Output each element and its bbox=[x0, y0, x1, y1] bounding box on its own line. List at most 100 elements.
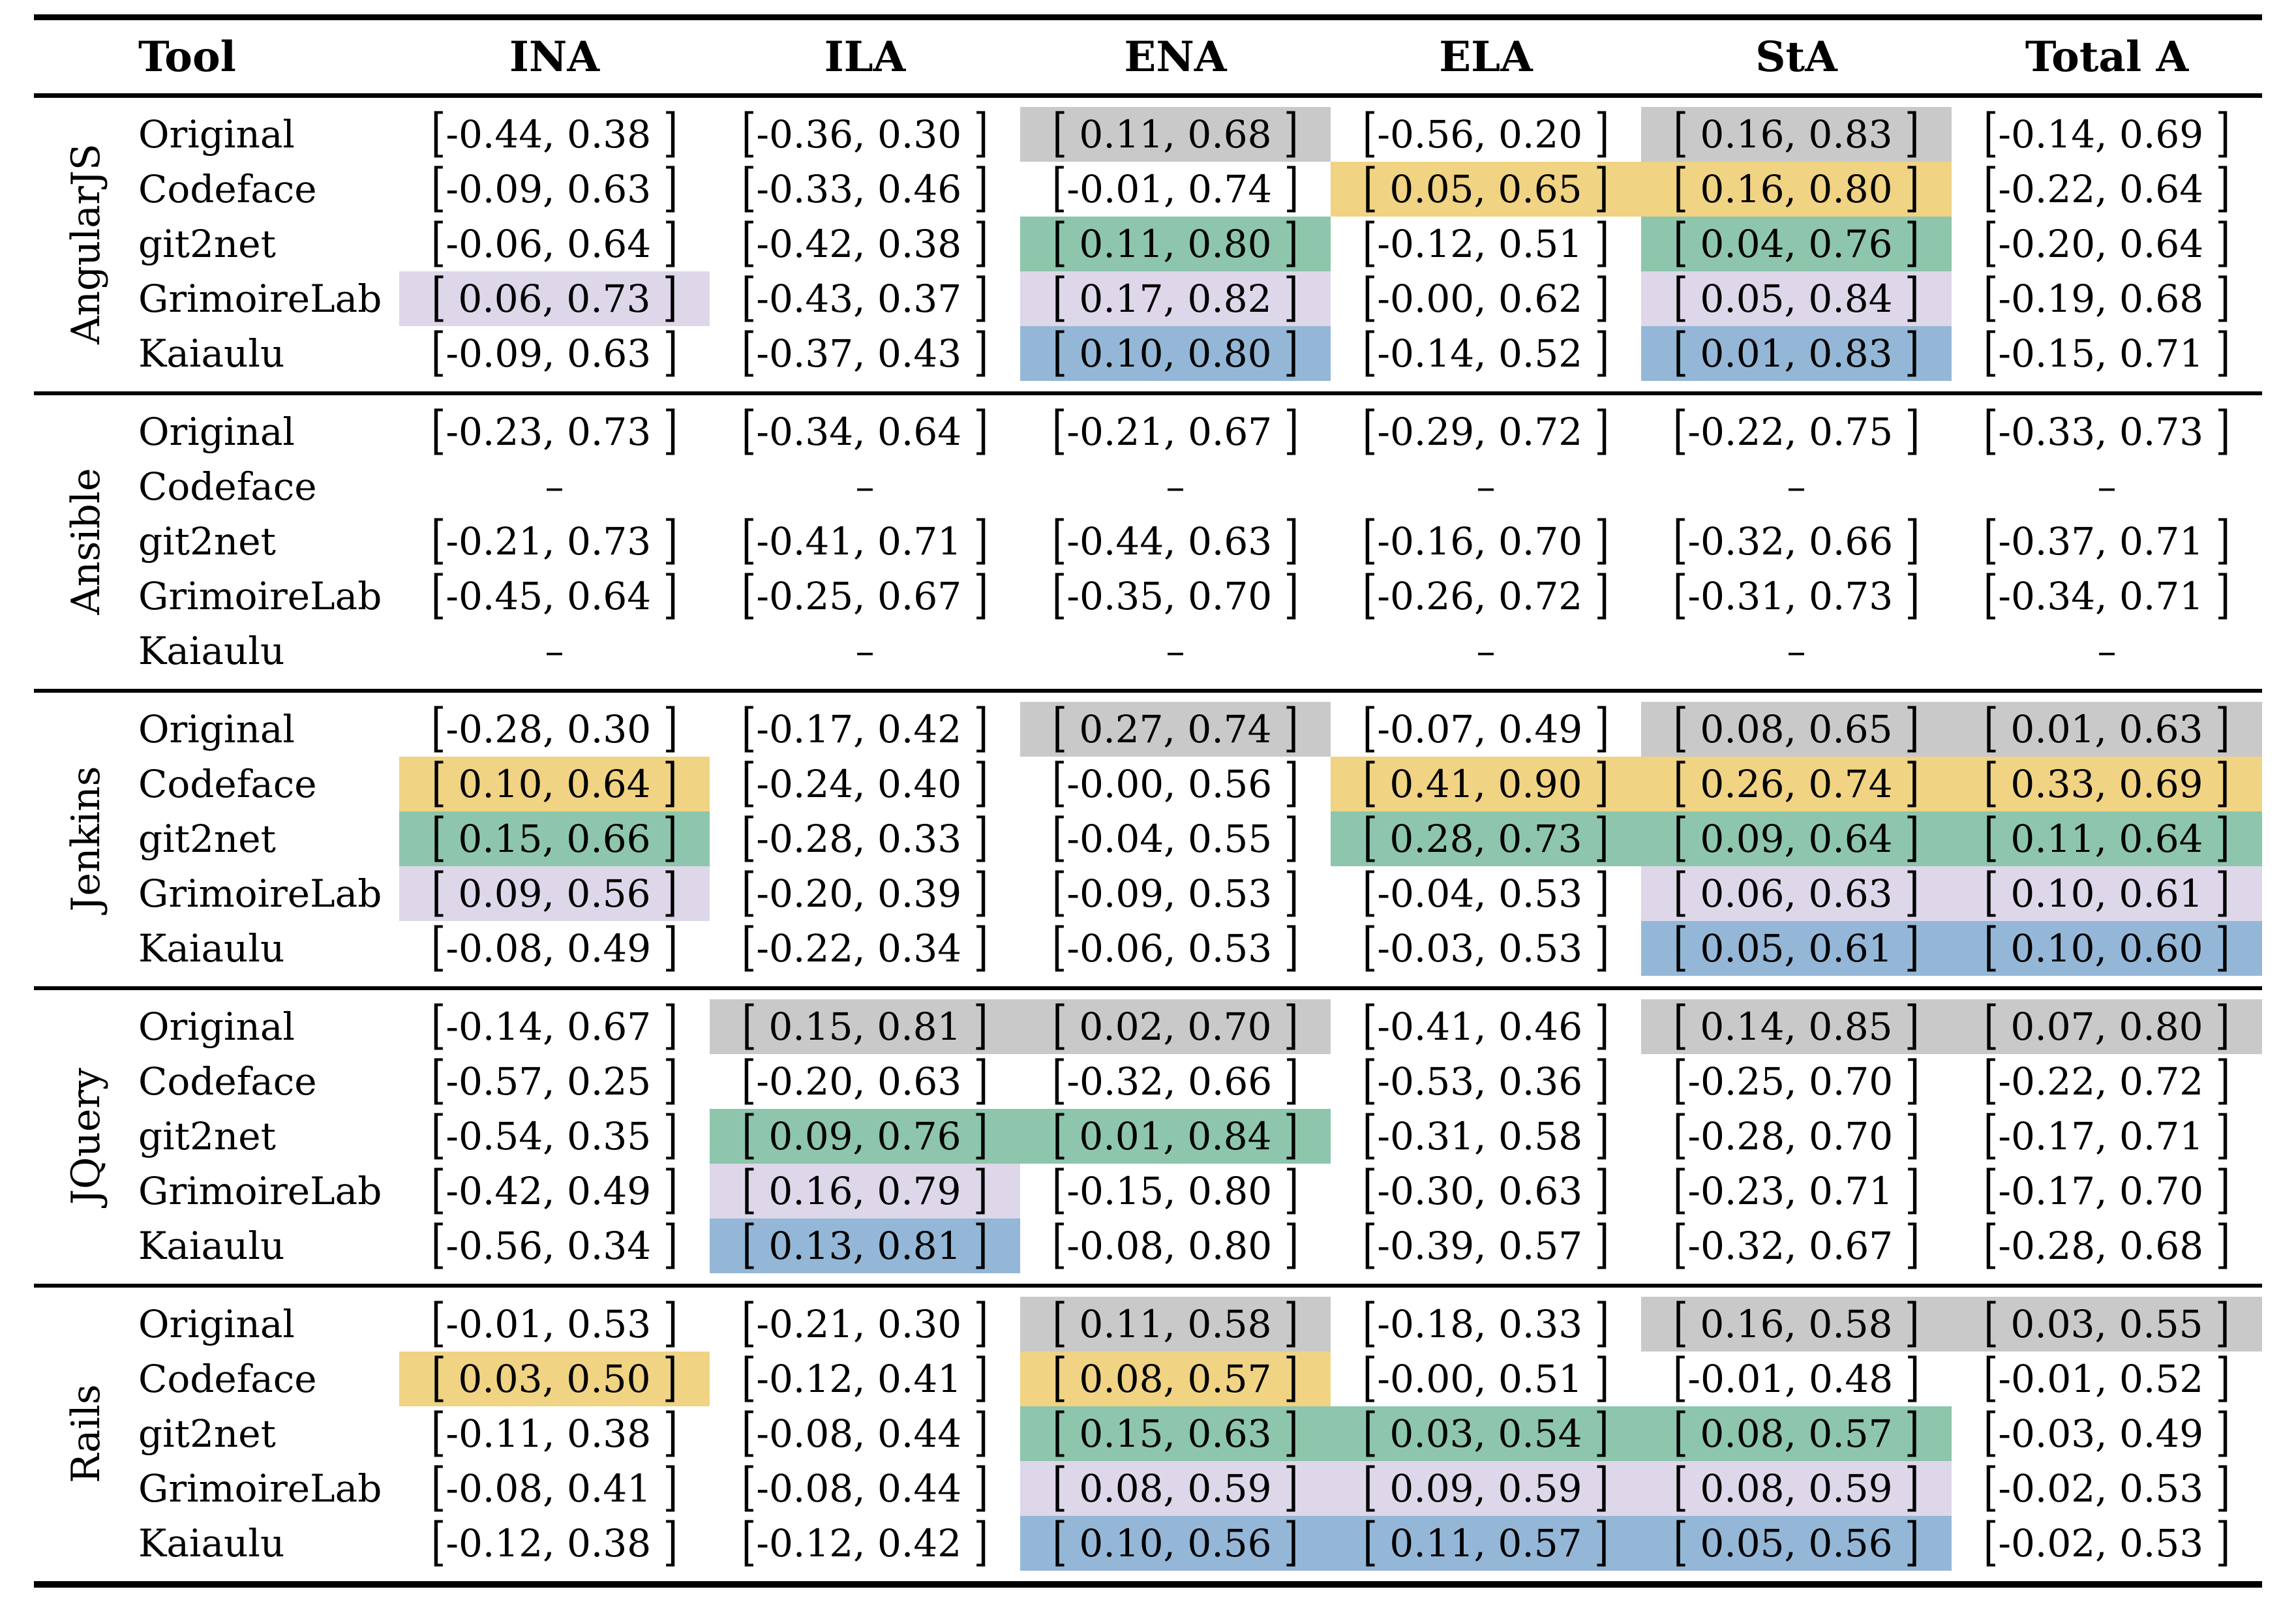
interval-cell: [ 0.15, 0.63 ] bbox=[1020, 1402, 1331, 1462]
table-row: git2net [ 0.15, 0.66 ] [-0.28, 0.33 ] [-0.0… bbox=[34, 807, 2262, 868]
right-bracket: ] bbox=[663, 806, 678, 868]
left-bracket: [ bbox=[741, 1401, 757, 1463]
left-bracket: [ bbox=[1983, 1401, 1999, 1463]
tool-name: Codeface bbox=[138, 1357, 317, 1401]
interval-cell: [ 0.10, 0.80 ] bbox=[1020, 322, 1331, 382]
left-bracket: [ bbox=[1052, 1401, 1067, 1463]
left-bracket: [ bbox=[1673, 266, 1688, 328]
left-bracket: [ bbox=[1363, 1511, 1378, 1573]
header-row: Tool INA ILA ENA ELA StA Total A bbox=[34, 20, 2262, 96]
interval-cell: [-0.34, 0.71 ] bbox=[1952, 564, 2262, 626]
interval-cell: [ 0.16, 0.79 ] bbox=[710, 1159, 1020, 1220]
interval-cell: [-0.12, 0.51 ] bbox=[1331, 212, 1641, 273]
left-bracket: [ bbox=[1673, 697, 1688, 759]
right-bracket: ] bbox=[2215, 1511, 2231, 1573]
interval-cell: – bbox=[545, 629, 564, 673]
left-bracket: [ bbox=[1052, 697, 1067, 759]
interval-cell: [-0.06, 0.53 ] bbox=[1020, 916, 1331, 978]
interval-cell: [-0.18, 0.33 ] bbox=[1331, 1292, 1641, 1353]
right-bracket: ] bbox=[1594, 1401, 1609, 1463]
right-bracket: ] bbox=[1905, 1213, 1920, 1275]
tool-name: GrimoireLab bbox=[138, 277, 382, 321]
interval-cell: [-0.00, 0.56 ] bbox=[1020, 752, 1331, 813]
interval-cell: [-0.01, 0.53 ] bbox=[399, 1292, 710, 1353]
table-row: GrimoireLab[ 0.09, 0.56 ] [-0.20, 0.39 ][… bbox=[34, 862, 2262, 923]
tool-name: git2net bbox=[138, 519, 276, 564]
right-bracket: ] bbox=[973, 1292, 989, 1353]
right-bracket: ] bbox=[1905, 1104, 1920, 1166]
right-bracket: ] bbox=[663, 399, 678, 461]
right-bracket: ] bbox=[1284, 751, 1299, 813]
left-bracket: [ bbox=[431, 861, 446, 923]
right-bracket: ] bbox=[1284, 1346, 1299, 1408]
right-bracket: ] bbox=[973, 916, 989, 978]
left-bracket: [ bbox=[1362, 266, 1378, 328]
left-bracket: [ bbox=[1052, 266, 1067, 328]
interval-cell: [ 0.06, 0.63 ] bbox=[1641, 862, 1952, 922]
left-bracket: [ bbox=[1984, 1292, 1999, 1353]
interval-cell: [-0.03, 0.53 ] bbox=[1331, 916, 1641, 978]
tool-name: Original bbox=[138, 707, 295, 751]
right-bracket: ] bbox=[2215, 157, 2231, 219]
left-bracket: [ bbox=[1362, 1213, 1378, 1275]
project-group-jenkins: Jenkins Original [-0.28, 0.30 ] [-0.17, 0.4… bbox=[34, 691, 2262, 988]
right-bracket: ] bbox=[1594, 1346, 1610, 1408]
left-bracket: [ bbox=[741, 321, 757, 383]
right-bracket: ] bbox=[1905, 102, 1920, 164]
right-bracket: ] bbox=[1284, 916, 1299, 978]
left-bracket: [ bbox=[431, 806, 446, 868]
left-bracket: [ bbox=[430, 1456, 446, 1518]
project-group-angularjs: AngularJS Original [-0.44, 0.38 ] [-0.36, 0… bbox=[34, 96, 2262, 394]
left-bracket: [ bbox=[1362, 994, 1378, 1056]
left-bracket: [ bbox=[741, 1511, 757, 1573]
right-bracket: ] bbox=[1905, 399, 1920, 461]
table-row: git2net [-0.21, 0.73 ] [-0.41, 0.71 ] [-0.4… bbox=[34, 509, 2262, 571]
left-bracket: [ bbox=[1052, 321, 1067, 383]
right-bracket: ] bbox=[1905, 1049, 1920, 1111]
interval-cell: [-0.15, 0.71 ] bbox=[1952, 322, 2262, 383]
left-bracket: [ bbox=[1362, 1104, 1378, 1166]
right-bracket: ] bbox=[1905, 697, 1920, 759]
right-bracket: ] bbox=[1905, 157, 1920, 219]
interval-cell: – bbox=[2097, 629, 2117, 673]
left-bracket: [ bbox=[1051, 1049, 1067, 1111]
right-bracket: ] bbox=[1594, 751, 1609, 813]
interval-cell: [ 0.09, 0.56 ] bbox=[399, 862, 710, 922]
interval-cell: – bbox=[1787, 629, 1806, 673]
right-bracket: ] bbox=[1284, 102, 1299, 164]
interval-cell: [-0.15, 0.80 ] bbox=[1020, 1159, 1331, 1220]
interval-cell: [ 0.03, 0.50 ] bbox=[399, 1347, 710, 1408]
right-bracket: ] bbox=[1594, 994, 1610, 1056]
interval-cell: [-0.17, 0.42 ] bbox=[710, 697, 1020, 759]
interval-cell: [ 0.08, 0.59 ] bbox=[1641, 1457, 1952, 1517]
right-bracket: ] bbox=[663, 1213, 678, 1275]
left-bracket: [ bbox=[1672, 1213, 1688, 1275]
interval-cell: [-0.37, 0.71 ] bbox=[1952, 509, 2262, 571]
interval-cell: [-0.19, 0.68 ] bbox=[1952, 267, 2262, 328]
interval-cell: [-0.21, 0.30 ] bbox=[710, 1292, 1020, 1353]
interval-cell: [-0.20, 0.64 ] bbox=[1952, 212, 2262, 273]
column-header-ila: ILA bbox=[824, 32, 906, 82]
right-bracket: ] bbox=[1284, 1401, 1299, 1463]
tool-name: Codeface bbox=[138, 1059, 317, 1104]
interval-cell: [-0.02, 0.53 ] bbox=[1952, 1511, 2262, 1573]
left-bracket: [ bbox=[1362, 564, 1378, 626]
right-bracket: ] bbox=[973, 1346, 989, 1408]
right-bracket: ] bbox=[973, 1456, 989, 1518]
interval-cell: [-0.20, 0.63 ] bbox=[710, 1050, 1020, 1111]
right-bracket: ] bbox=[2215, 806, 2230, 868]
right-bracket: ] bbox=[1284, 399, 1299, 461]
interval-cell: [-0.42, 0.38 ] bbox=[710, 212, 1020, 273]
right-bracket: ] bbox=[1905, 751, 1920, 813]
right-bracket: ] bbox=[1284, 697, 1299, 759]
right-bracket: ] bbox=[663, 1158, 678, 1220]
interval-cell: [-0.04, 0.53 ] bbox=[1331, 862, 1641, 923]
interval-cell: [-0.41, 0.71 ] bbox=[710, 509, 1020, 571]
interval-cell: [ 0.07, 0.80 ] bbox=[1952, 995, 2262, 1055]
interval-cell: [-0.00, 0.51 ] bbox=[1331, 1347, 1641, 1408]
left-bracket: [ bbox=[1363, 157, 1378, 219]
right-bracket: ] bbox=[973, 806, 989, 868]
left-bracket: [ bbox=[1362, 102, 1378, 164]
interval-cell: [ 0.08, 0.65 ] bbox=[1641, 697, 1952, 758]
right-bracket: ] bbox=[973, 994, 988, 1056]
